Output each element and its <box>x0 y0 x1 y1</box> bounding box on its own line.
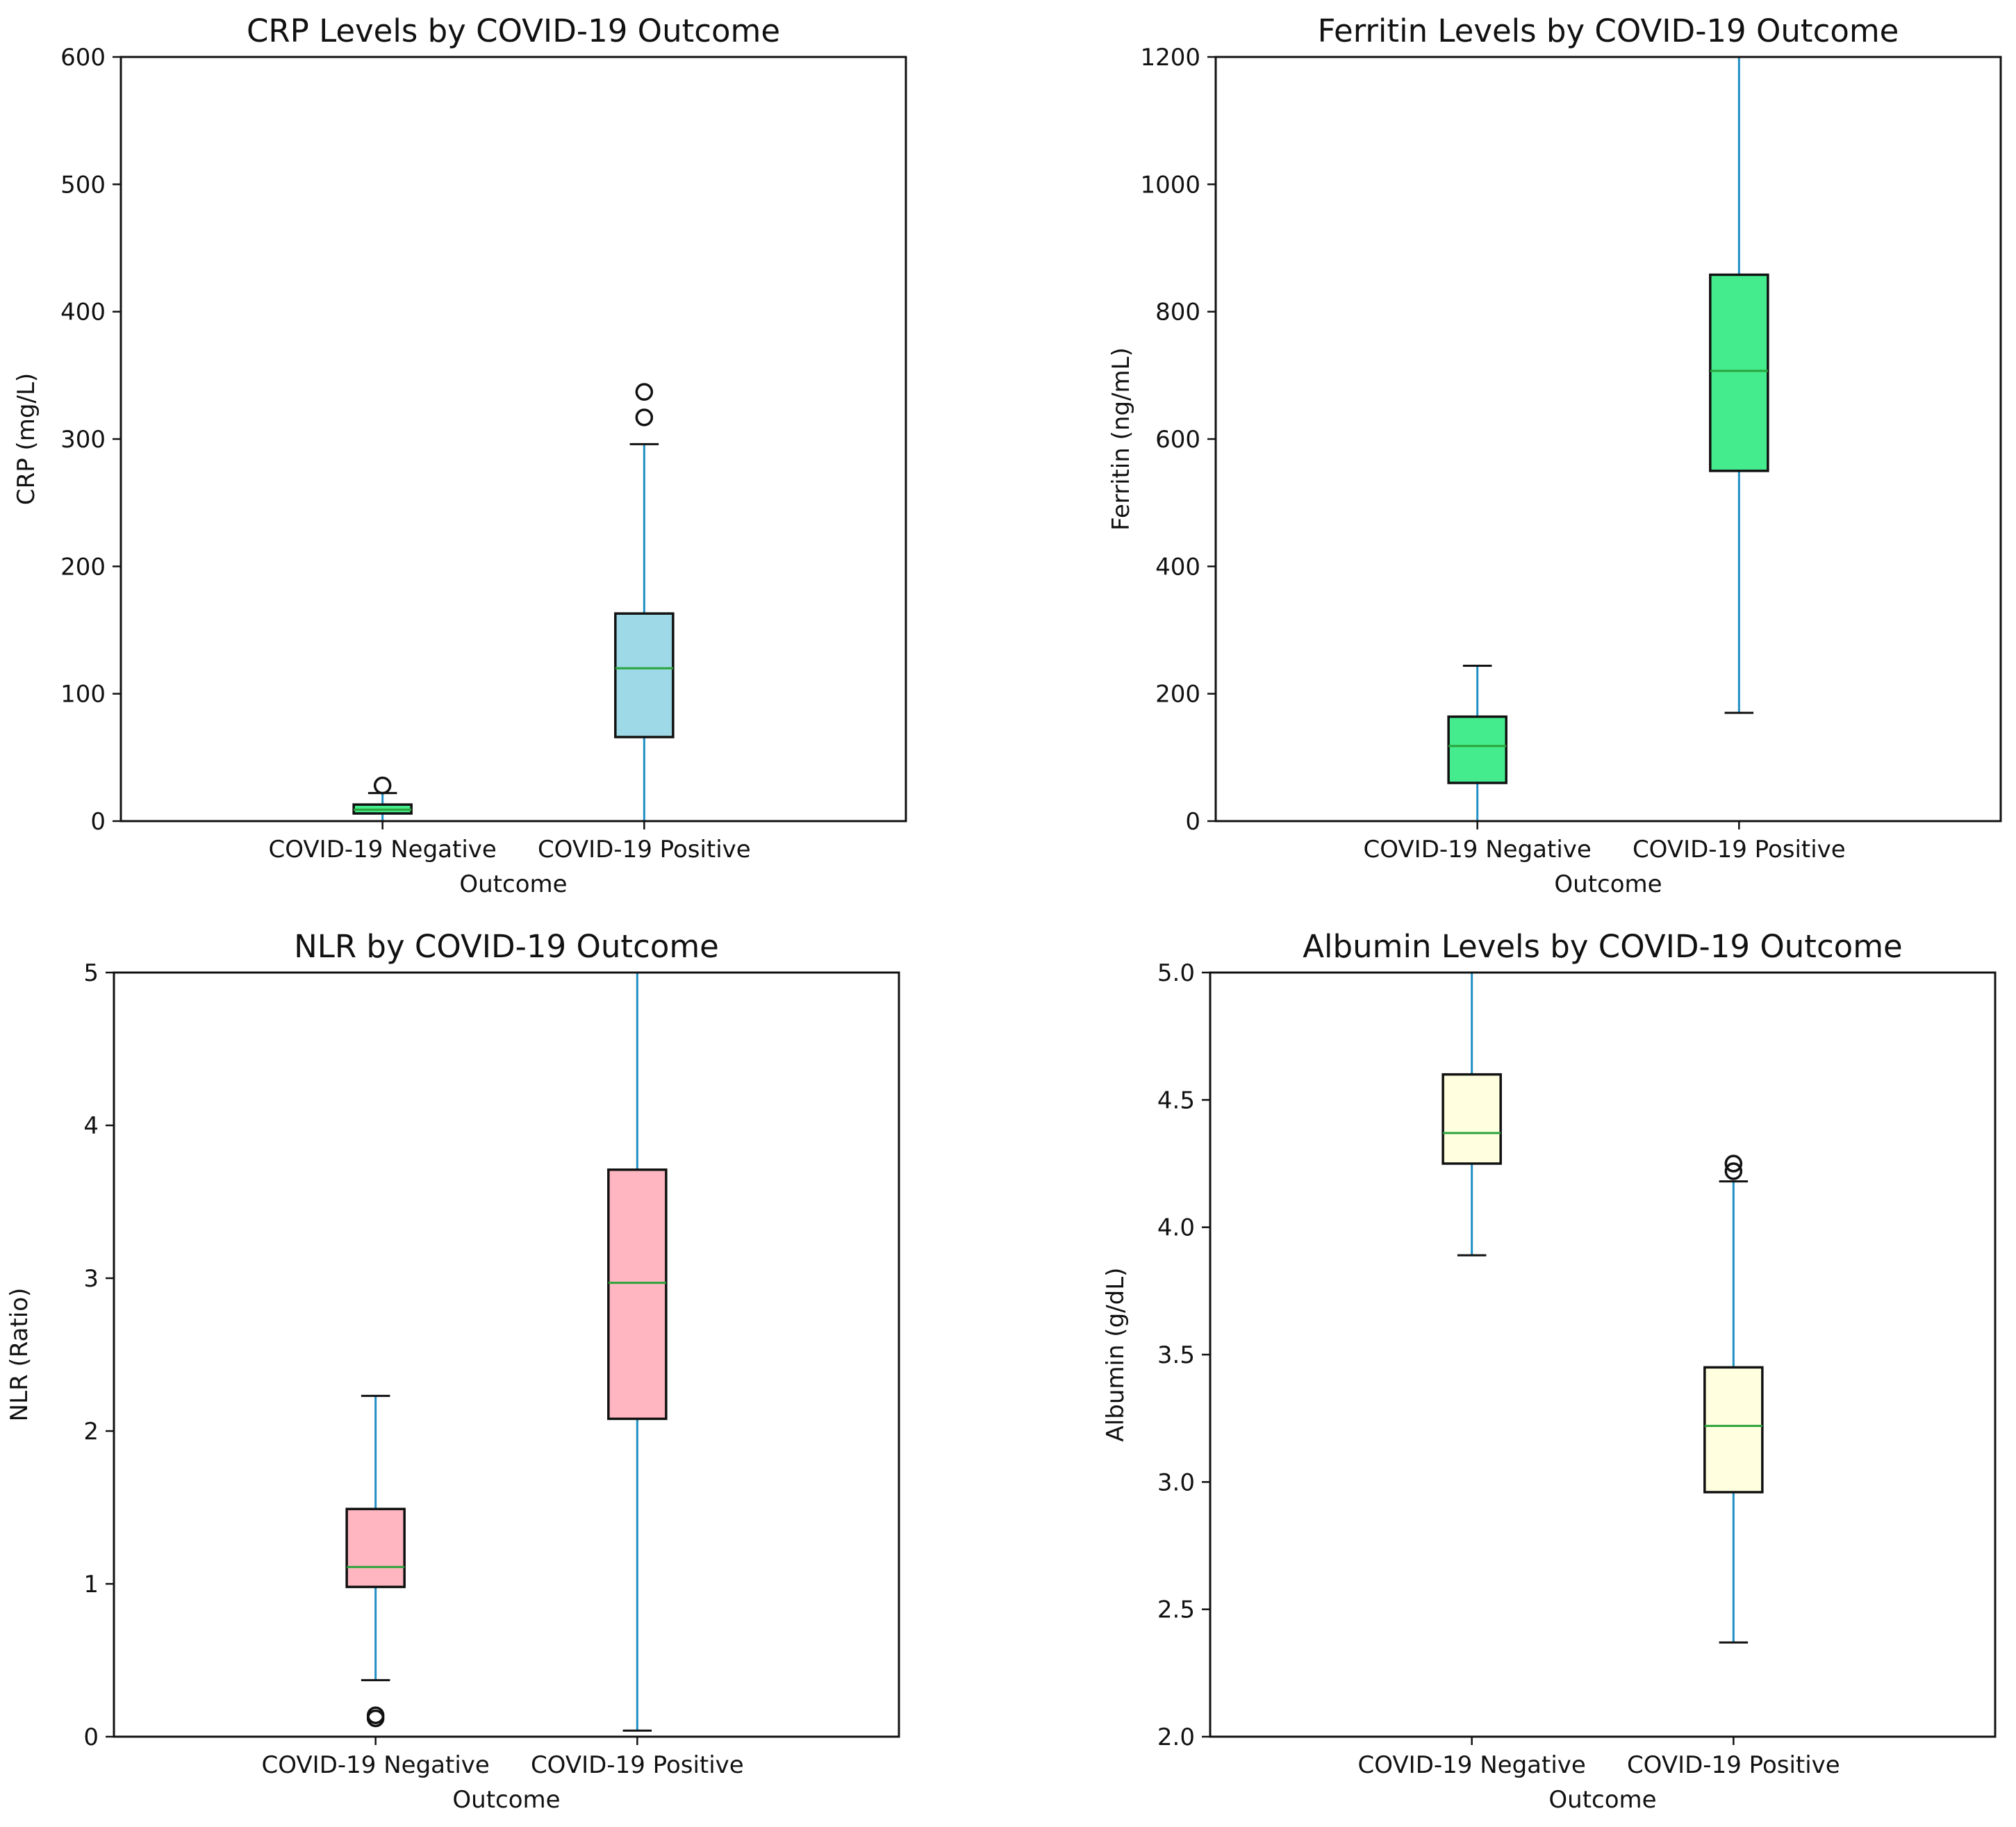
y-axis-label: Albumin (g/dL) <box>1102 1268 1130 1442</box>
box-positive <box>1703 1155 1764 1644</box>
y-tick-label: 600 <box>1155 426 1200 454</box>
chart-panel-1: CRP Levels by COVID-19 Outcome 0 100 200 300… <box>13 13 907 898</box>
y-tick-label: 3.0 <box>1157 1469 1195 1496</box>
outlier-point <box>635 408 654 427</box>
iqr-box <box>1447 715 1507 784</box>
y-tick-label: 200 <box>60 553 106 581</box>
outlier-point <box>1724 1162 1743 1180</box>
y-tick-label: 600 <box>60 44 106 72</box>
y-axis-label: Ferritin (ng/mL) <box>1107 347 1135 531</box>
x-tick-label: COVID-19 Positive <box>538 836 751 863</box>
y-axis-label: CRP (mg/L) <box>13 373 40 505</box>
chart-title: NLR by COVID-19 Outcome <box>294 928 719 965</box>
y-tick-label: 4.0 <box>1157 1214 1195 1242</box>
iqr-box <box>1703 1366 1764 1494</box>
axes-frame <box>113 971 900 1738</box>
y-tick-label: 0 <box>90 808 106 836</box>
y-tick-label: 400 <box>60 299 106 326</box>
iqr-box <box>607 1168 668 1421</box>
x-tick-label: COVID-19 Negative <box>269 836 497 863</box>
box-negative <box>352 776 413 822</box>
chart-title: Albumin Levels by COVID-19 Outcome <box>1303 928 1903 965</box>
x-tick-label: COVID-19 Negative <box>1358 1751 1586 1779</box>
y-tick-label: 2 <box>83 1418 99 1446</box>
y-tick-label: 400 <box>1155 553 1200 581</box>
box-positive <box>614 383 675 822</box>
y-tick-label: 5.0 <box>1157 959 1195 987</box>
outlier-point <box>635 383 654 401</box>
y-axis-label: NLR (Ratio) <box>6 1288 33 1422</box>
outlier-point <box>1724 1155 1743 1173</box>
chart-title: Ferritin Levels by COVID-19 Outcome <box>1318 13 1899 49</box>
x-axis-label: Outcome <box>1548 1786 1656 1814</box>
chart-panel-3: NLR by COVID-19 Outcome 0 1 2 3 4 5 COVID-19 Ne… <box>6 928 900 1814</box>
y-tick-label: 300 <box>60 426 106 454</box>
box-negative <box>345 1394 406 1728</box>
x-tick-label: COVID-19 Negative <box>262 1751 490 1779</box>
y-tick-label: 100 <box>60 681 106 709</box>
x-axis-label: Outcome <box>452 1786 560 1814</box>
y-tick-label: 200 <box>1155 681 1200 709</box>
x-tick-label: COVID-19 Positive <box>1633 836 1846 863</box>
outlier-point <box>373 776 392 795</box>
box-negative <box>1447 664 1507 822</box>
x-tick-label: COVID-19 Negative <box>1364 836 1592 863</box>
y-tick-label: 2.5 <box>1157 1596 1195 1624</box>
chart-panel-2: Ferritin Levels by COVID-19 Outcome 0 200 4… <box>1107 13 2002 898</box>
chart-title: CRP Levels by COVID-19 Outcome <box>247 13 780 49</box>
x-axis-label: Outcome <box>459 870 567 898</box>
x-tick-label: COVID-19 Positive <box>1627 1751 1840 1779</box>
y-tick-label: 3 <box>83 1265 99 1293</box>
y-tick-label: 1000 <box>1140 171 1200 199</box>
y-tick-label: 500 <box>60 171 106 199</box>
box-positive <box>607 971 668 1732</box>
y-tick-label: 0 <box>1185 808 1200 836</box>
box-negative <box>1441 971 1502 1257</box>
chart-panel-4: Albumin Levels by COVID-19 Outcome 2.0 2.5… <box>1102 928 1997 1814</box>
x-axis-label: Outcome <box>1554 870 1662 898</box>
y-tick-label: 1200 <box>1140 44 1200 72</box>
y-tick-label: 4.5 <box>1157 1086 1195 1114</box>
iqr-box <box>345 1507 406 1589</box>
box-positive <box>1709 56 1769 714</box>
iqr-box <box>1709 273 1769 472</box>
iqr-box <box>1441 1073 1502 1165</box>
outlier-point <box>366 1706 385 1724</box>
x-tick-label: COVID-19 Positive <box>531 1751 744 1779</box>
y-tick-label: 5 <box>83 959 99 987</box>
y-tick-label: 1 <box>83 1571 99 1598</box>
y-tick-label: 0 <box>83 1723 99 1751</box>
y-tick-label: 2.0 <box>1157 1723 1195 1751</box>
y-tick-label: 800 <box>1155 299 1200 326</box>
y-tick-label: 3.5 <box>1157 1341 1195 1369</box>
y-tick-label: 4 <box>83 1112 99 1140</box>
iqr-box <box>614 612 675 738</box>
